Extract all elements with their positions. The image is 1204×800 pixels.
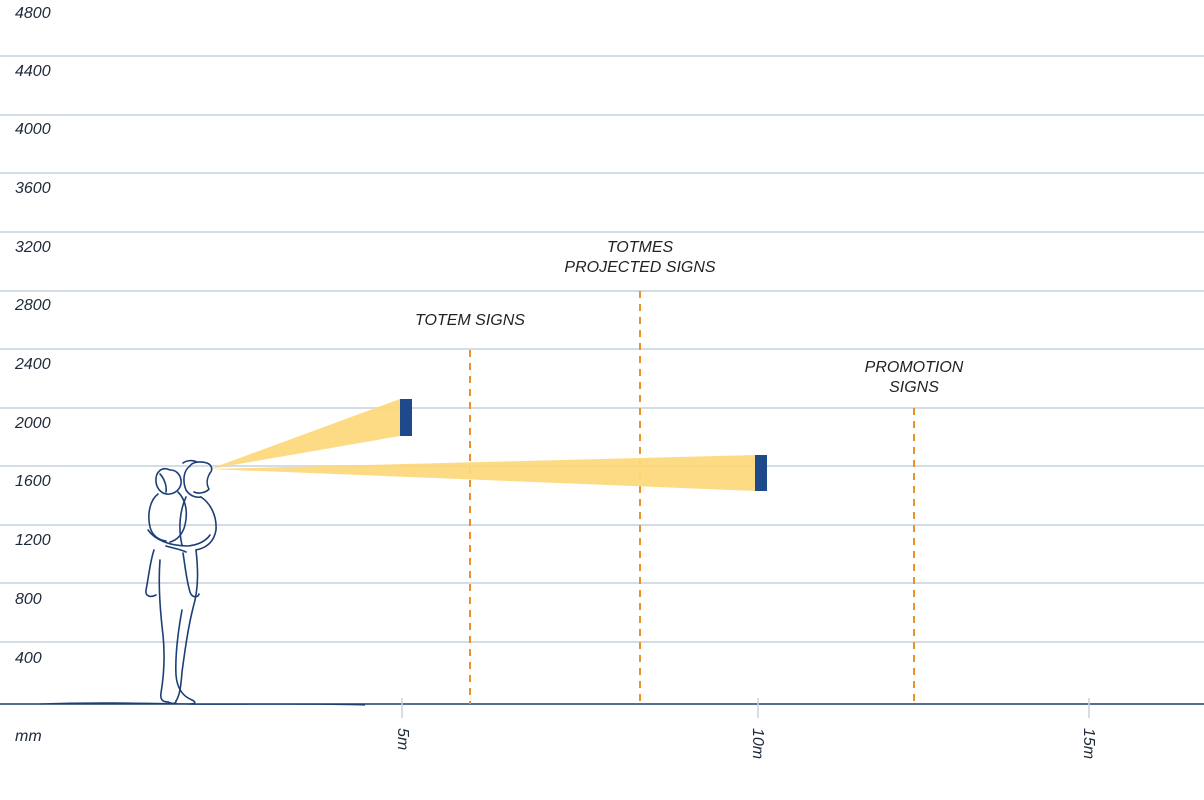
y-tick-label: 800 (15, 591, 42, 608)
grid-line (0, 231, 1204, 233)
y-tick-label: 4800 (15, 5, 51, 22)
sign-board-5m (400, 399, 412, 436)
category-label-line: PROJECTED SIGNS (564, 259, 716, 276)
unit-label: mm (15, 728, 42, 745)
grid-line (0, 582, 1204, 584)
y-tick-label: 4000 (15, 121, 51, 138)
grid-line (0, 641, 1204, 643)
category-label-line: PROMOTION (864, 359, 964, 376)
view-cone-5m (210, 399, 400, 469)
grid-line (0, 55, 1204, 57)
totem-signs-label: TOTEM SIGNS (370, 311, 570, 331)
sign-board-10m (755, 455, 767, 491)
projected-signs-label: TOTMES PROJECTED SIGNS (540, 238, 740, 278)
category-label-line: SIGNS (889, 379, 939, 396)
grid-line (0, 407, 1204, 409)
y-tick-label: 4400 (15, 63, 51, 80)
category-label-line: TOTMES (606, 239, 674, 256)
grid-line (0, 114, 1204, 116)
grid-line (0, 172, 1204, 174)
y-tick-label: 2000 (15, 415, 51, 432)
y-tick-label: 400 (15, 650, 42, 667)
y-tick-label: 1200 (15, 532, 51, 549)
category-label-line: TOTEM SIGNS (415, 312, 525, 329)
y-tick-label: 3200 (15, 239, 51, 256)
grid-line (0, 290, 1204, 292)
ground-scribble (39, 702, 366, 706)
grid-line (0, 524, 1204, 526)
y-tick-label: 2800 (15, 297, 51, 314)
person-carrying-child-icon (145, 459, 217, 705)
view-cone-10m (210, 455, 756, 491)
y-tick-label: 1600 (15, 473, 51, 490)
grid-line (0, 348, 1204, 350)
promotion-signs-label: PROMOTION SIGNS (814, 358, 1014, 398)
y-tick-label: 2400 (15, 356, 51, 373)
y-tick-label: 3600 (15, 180, 51, 197)
